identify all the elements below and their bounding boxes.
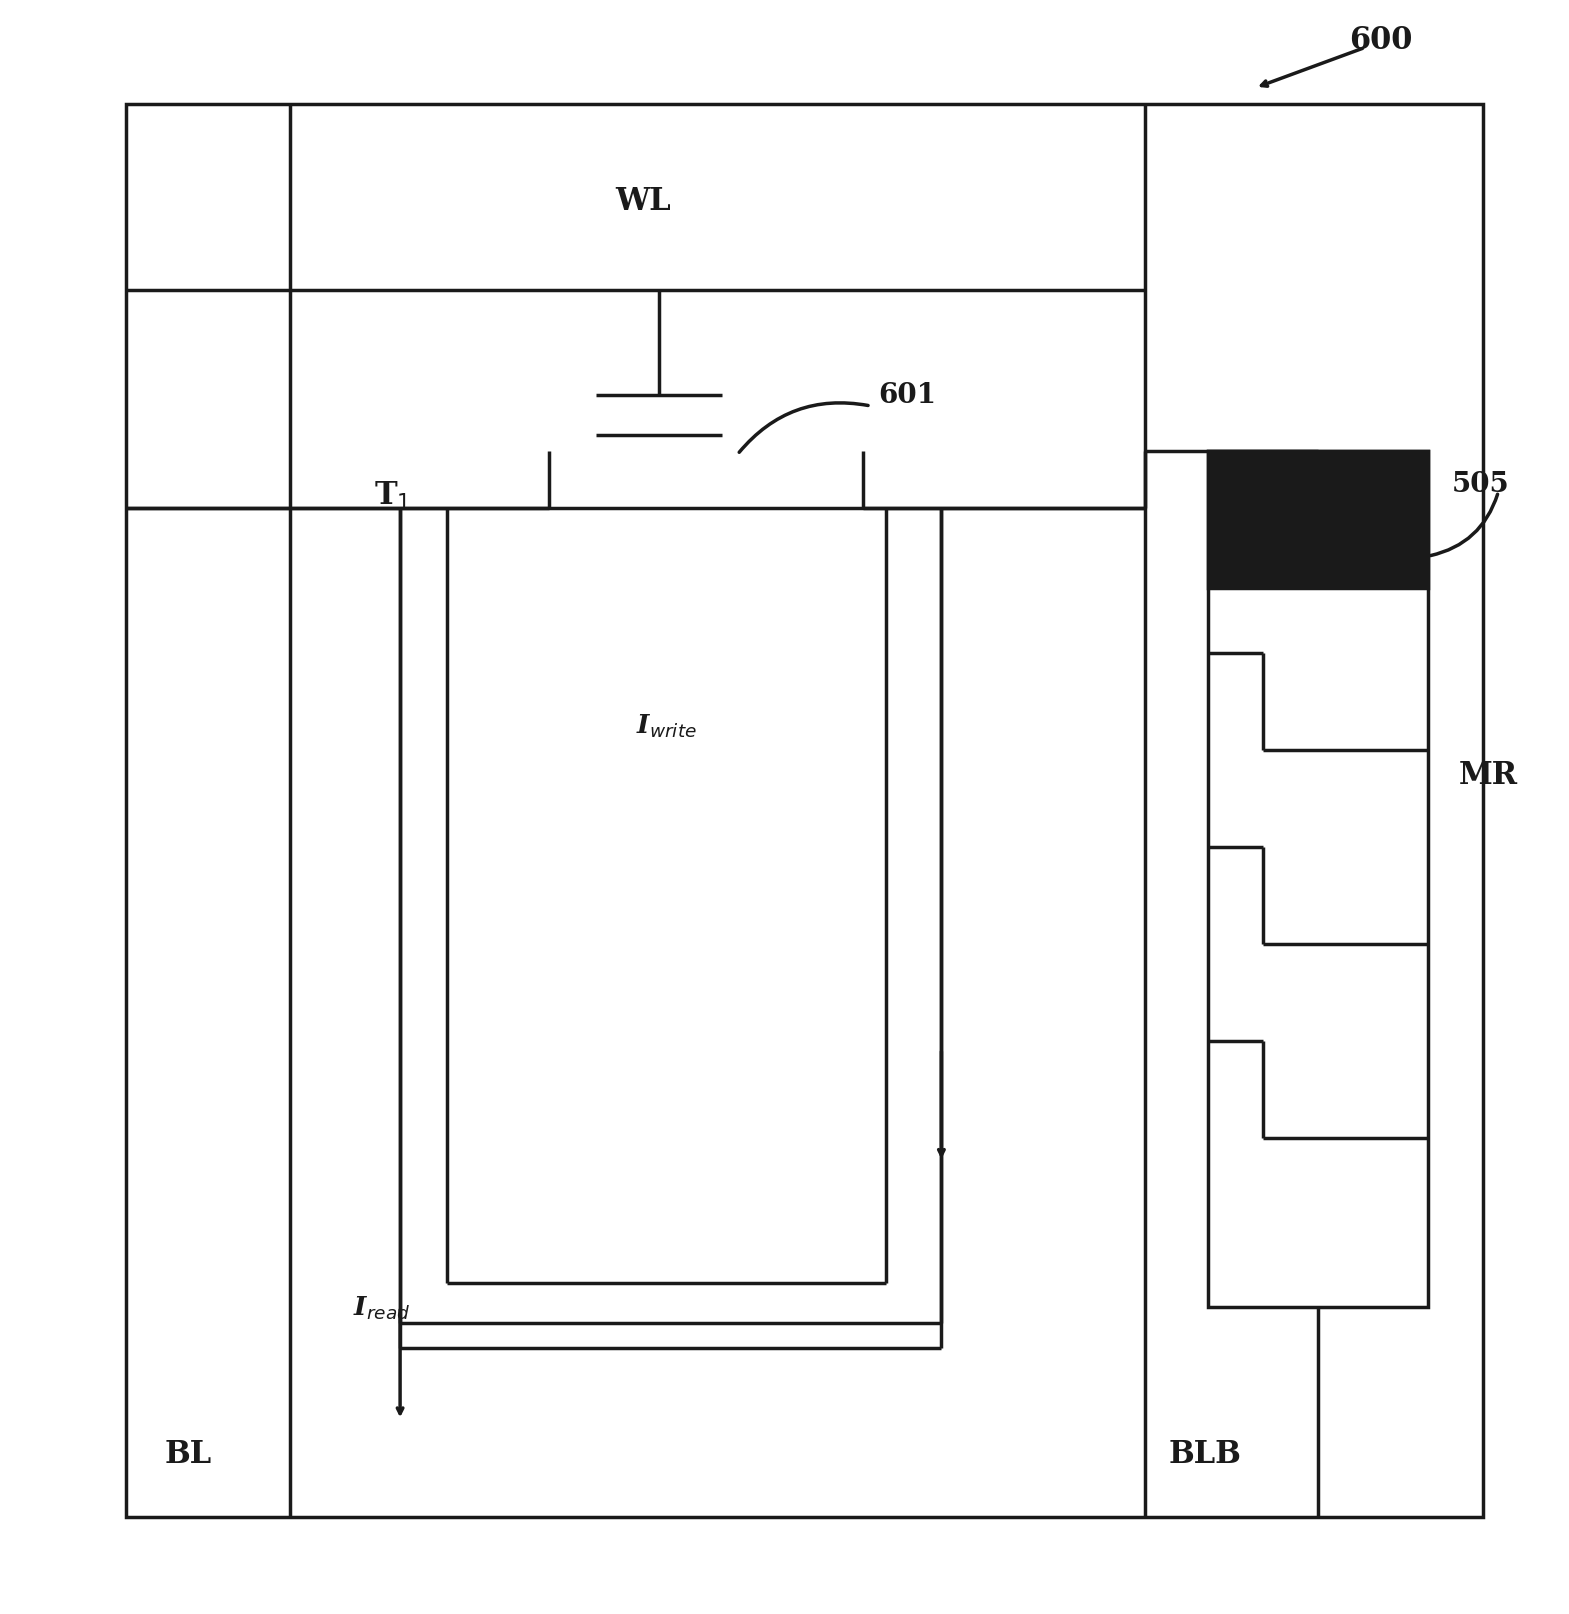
Bar xyxy=(126,105,1483,1517)
Text: 601: 601 xyxy=(879,383,937,408)
Text: 505: 505 xyxy=(1451,471,1509,497)
Bar xyxy=(1208,452,1428,589)
Text: I$_{read}$: I$_{read}$ xyxy=(353,1293,411,1322)
Text: T$_1$: T$_1$ xyxy=(373,479,411,512)
Text: BLB: BLB xyxy=(1169,1438,1241,1469)
Text: MR: MR xyxy=(1459,759,1519,791)
Bar xyxy=(1208,452,1428,1307)
Text: I$_{write}$: I$_{write}$ xyxy=(637,712,697,741)
Text: BL: BL xyxy=(165,1438,212,1469)
Text: WL: WL xyxy=(615,186,672,218)
Text: 600: 600 xyxy=(1349,24,1412,56)
